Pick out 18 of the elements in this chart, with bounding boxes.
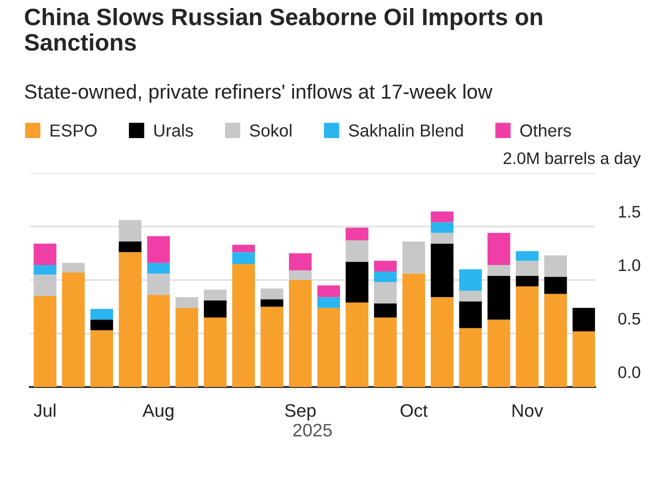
chart-subtitle: State-owned, private refiners' inflows at 17-week low [24,84,492,103]
legend-label: Urals [154,124,193,137]
y-tick-label: 2.0M barrels a day [504,152,641,168]
y-tick-label: 0.0 [618,366,640,378]
legend-label: Others [520,124,571,137]
chart-title: China Slows Russian Seaborne Oil Imports on Sanctions [24,8,542,51]
x-axis-title: 2025 [293,424,332,437]
x-tick-label: Sep [285,404,316,420]
x-tick-label: Oct [400,404,428,417]
legend-label: Sokol [250,124,292,137]
x-tick-label: Jul [34,404,56,417]
y-tick-label: 1.0 [618,259,640,272]
legend-label: Sakhalin Blend [348,124,463,137]
y-tick-label: 1.5 [618,206,640,218]
y-tick-label: 0.5 [618,312,640,325]
x-tick-label: Nov [512,404,544,417]
x-tick-label: Aug [142,404,174,420]
legend-label: ESPO [50,124,97,137]
